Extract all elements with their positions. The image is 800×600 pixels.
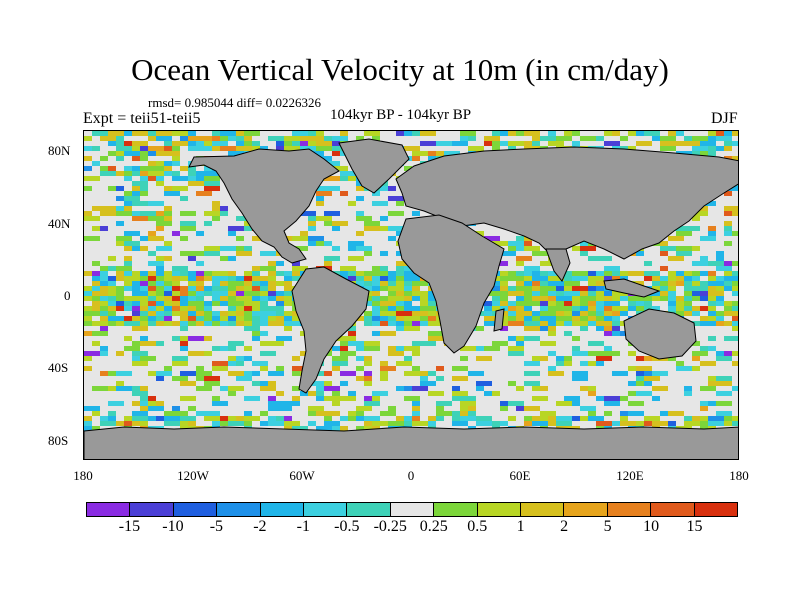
colorbar-label: 15 bbox=[686, 518, 703, 535]
colorbar-cell bbox=[564, 503, 608, 516]
colorbar-cell bbox=[304, 503, 348, 516]
land-greenland bbox=[338, 138, 410, 194]
colorbar-label: 0.25 bbox=[419, 518, 448, 535]
world-map bbox=[83, 130, 739, 460]
colorbar-cell bbox=[260, 503, 305, 516]
ytick-40s: 40S bbox=[48, 360, 69, 375]
season-label: DJF bbox=[711, 110, 738, 127]
ytick-0: 0 bbox=[64, 288, 71, 303]
xtick-120w: 120W bbox=[177, 468, 209, 483]
colorbar-label: 0.5 bbox=[467, 518, 488, 535]
colorbar-cell bbox=[87, 503, 131, 516]
colorbar-label: 5 bbox=[603, 518, 612, 535]
colorbar-label: 10 bbox=[643, 518, 660, 535]
land-africa bbox=[397, 214, 505, 354]
colorbar-cell bbox=[347, 503, 391, 516]
ytick-80n: 80N bbox=[48, 143, 71, 158]
colorbar-label: -0.5 bbox=[334, 518, 360, 535]
xtick-120e: 120E bbox=[616, 468, 644, 483]
xtick-60w: 60W bbox=[289, 468, 315, 483]
map-title: Ocean Vertical Velocity at 10m (in cm/da… bbox=[131, 52, 669, 87]
colorbar-cell bbox=[521, 503, 565, 516]
land-north-america bbox=[188, 148, 340, 264]
colorbar-label: -5 bbox=[209, 518, 224, 535]
colorbar-cell bbox=[390, 503, 435, 516]
landmasses bbox=[84, 138, 738, 459]
land-madagascar bbox=[493, 308, 505, 332]
colorbar-label: -2 bbox=[253, 518, 267, 535]
colorbar-cell bbox=[130, 503, 174, 516]
colorbar-label: 2 bbox=[560, 518, 569, 535]
land-antarctica bbox=[84, 426, 738, 459]
colorbar-cell bbox=[173, 503, 218, 516]
stats-label: rmsd= 0.985044 diff= 0.0226326 bbox=[148, 95, 321, 110]
period-label: 104kyr BP - 104kyr BP bbox=[330, 107, 472, 123]
colorbar-cell bbox=[607, 503, 652, 516]
colorbar-cell bbox=[651, 503, 695, 516]
land-india bbox=[545, 248, 571, 282]
colorbar-label: -0.25 bbox=[373, 518, 407, 535]
xtick-180w: 180 bbox=[73, 468, 93, 483]
ytick-80s: 80S bbox=[48, 433, 69, 448]
colorbar-cell bbox=[694, 503, 738, 516]
colorbar-cell bbox=[477, 503, 522, 516]
colorbar bbox=[86, 502, 738, 517]
land-south-america bbox=[291, 266, 370, 394]
experiment-label: Expt = teii51-teii5 bbox=[83, 110, 201, 127]
colorbar-cell bbox=[434, 503, 478, 516]
colorbar-cell bbox=[217, 503, 261, 516]
colorbar-label: 1 bbox=[516, 518, 525, 535]
land-australia bbox=[623, 308, 697, 360]
colorbar-label: -1 bbox=[296, 518, 310, 535]
colorbar-label: -15 bbox=[118, 518, 141, 535]
colorbar-label: -10 bbox=[162, 518, 184, 535]
land-indonesia bbox=[603, 278, 661, 298]
xtick-0: 0 bbox=[407, 468, 415, 483]
xtick-60e: 60E bbox=[509, 468, 531, 483]
xtick-180e: 180 bbox=[729, 468, 749, 483]
ytick-40n: 40N bbox=[48, 216, 71, 231]
